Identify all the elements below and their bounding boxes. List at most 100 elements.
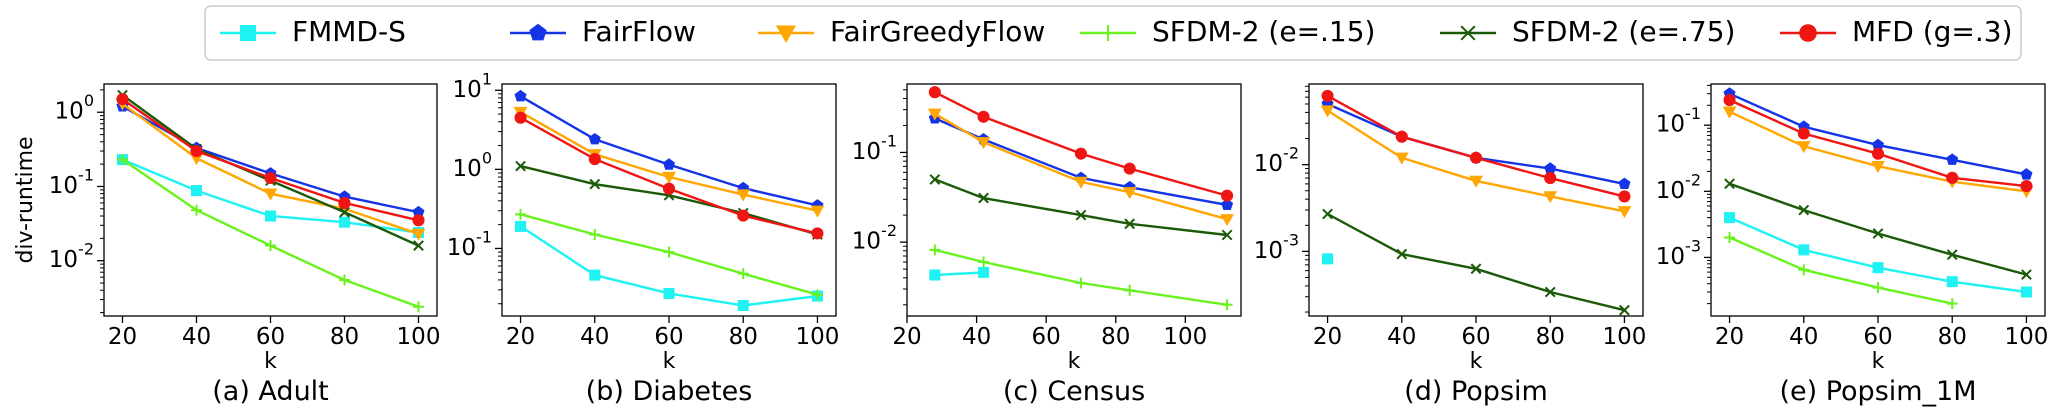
panel-caption: (b) Diabetes xyxy=(586,376,753,407)
series-line xyxy=(934,271,984,277)
data-point xyxy=(514,111,527,124)
data-point xyxy=(190,144,203,158)
data-point xyxy=(1221,229,1233,241)
plot-frame xyxy=(906,83,1242,317)
series-sfdm-2-e-75 xyxy=(929,174,1233,241)
data-point xyxy=(1074,147,1088,160)
data-point xyxy=(1618,177,1631,189)
data-point xyxy=(1221,189,1234,202)
data-point xyxy=(1124,284,1136,296)
x-tick-label: 60 xyxy=(654,324,683,350)
data-point xyxy=(1872,282,1884,294)
legend-item-sfdm-2-e-15: SFDM-2 (e=.15) xyxy=(1080,15,1375,48)
y-tick-label: 10-3 xyxy=(1656,236,1701,270)
series-sfdm-2-e-75 xyxy=(1724,178,2032,280)
data-point xyxy=(515,208,527,220)
plot-frame xyxy=(1308,83,1644,317)
y-tick-label: 10-2 xyxy=(1254,143,1299,177)
y-axis-label: div-runtime xyxy=(13,136,38,263)
data-point xyxy=(1395,130,1408,143)
data-point xyxy=(1723,94,1736,107)
data-point xyxy=(929,174,941,185)
data-point xyxy=(1123,162,1136,175)
x-tick-label: 20 xyxy=(892,324,921,350)
data-point xyxy=(263,188,278,201)
legend-label: SFDM-2 (e=.75) xyxy=(1512,15,1735,48)
data-point xyxy=(1872,262,1884,274)
y-tick-label: 10-1 xyxy=(852,131,897,165)
y-tick-label: 10-3 xyxy=(1254,230,1299,264)
data-point xyxy=(191,204,202,216)
data-point xyxy=(116,93,129,106)
data-point xyxy=(929,244,941,256)
y-tick-label: 100 xyxy=(55,91,94,125)
x-tick-label: 60 xyxy=(1032,324,1061,350)
data-point xyxy=(1220,214,1234,227)
legend-label: FMMD-S xyxy=(292,15,406,48)
legend-marker xyxy=(1799,24,1817,42)
series-sfdm-2-e-15 xyxy=(515,208,823,301)
data-point xyxy=(514,89,527,102)
x-tick-label: 80 xyxy=(1938,324,1967,350)
series-line xyxy=(1729,236,1953,305)
data-point xyxy=(2020,286,2032,298)
data-point xyxy=(588,133,601,145)
data-point xyxy=(412,205,425,218)
series-line xyxy=(1729,216,2027,294)
data-point xyxy=(1124,218,1136,230)
x-tick-label: 40 xyxy=(182,324,211,350)
data-point xyxy=(1798,204,1810,216)
legend-label: SFDM-2 (e=.15) xyxy=(1152,15,1375,48)
data-point xyxy=(1797,127,1810,140)
data-point xyxy=(1871,147,1885,160)
data-point xyxy=(1946,249,1958,261)
legend-item-mfd-g-3: MFD (g=.3) xyxy=(1780,15,2013,48)
data-point xyxy=(1074,176,1088,189)
data-point xyxy=(1122,187,1137,200)
series-fmmd-s xyxy=(929,266,990,281)
data-point xyxy=(978,266,990,278)
panel-d-popsim: 10-3 10-2 20 40 60 80 100 k(d) Popsim xyxy=(1254,83,1646,407)
series-mfd-g-3 xyxy=(928,86,1234,202)
plot-frame xyxy=(103,83,438,317)
data-point xyxy=(589,269,601,281)
legend-item-fmmd-s: FMMD-S xyxy=(220,15,406,48)
data-point xyxy=(411,228,426,241)
series-fairgreedyflow xyxy=(927,108,1234,227)
data-point xyxy=(663,246,675,258)
legend-label: MFD (g=.3) xyxy=(1852,15,2013,48)
data-point xyxy=(1394,152,1409,165)
data-point xyxy=(515,220,527,232)
legend-item-fairflow: FairFlow xyxy=(510,15,696,48)
x-tick-label: 80 xyxy=(330,324,359,350)
data-point xyxy=(191,185,202,197)
data-point xyxy=(1618,190,1631,203)
panel-caption: (e) Popsim_1M xyxy=(1779,376,1976,407)
data-point xyxy=(978,256,990,268)
x-tick-label: 40 xyxy=(1789,324,1818,350)
panel-caption: (a) Adult xyxy=(212,376,329,407)
series-line xyxy=(1729,182,2027,276)
data-point xyxy=(1322,208,1333,220)
data-point xyxy=(1221,299,1233,311)
plot-frame xyxy=(1710,83,2046,317)
data-point xyxy=(737,209,750,222)
series-mfd-g-3 xyxy=(1723,94,2033,193)
data-point xyxy=(413,301,424,313)
series-mfd-g-3 xyxy=(116,93,425,227)
series-fmmd-s xyxy=(515,220,823,312)
x-tick-label: 80 xyxy=(1101,324,1130,350)
data-point xyxy=(413,240,424,251)
x-tick-label: 40 xyxy=(1387,324,1416,350)
x-tick-label: 60 xyxy=(256,324,285,350)
data-point xyxy=(1798,264,1810,276)
x-tick-label: 20 xyxy=(1313,324,1342,350)
legend-label: FairGreedyFlow xyxy=(830,15,1045,48)
series-fmmd-s xyxy=(1724,212,2032,298)
series-fairflow xyxy=(1321,97,1631,189)
data-point xyxy=(1544,286,1556,298)
data-point xyxy=(978,192,989,204)
x-tick-label: 60 xyxy=(1863,324,1892,350)
data-point xyxy=(1544,172,1557,185)
data-point xyxy=(1321,89,1334,102)
